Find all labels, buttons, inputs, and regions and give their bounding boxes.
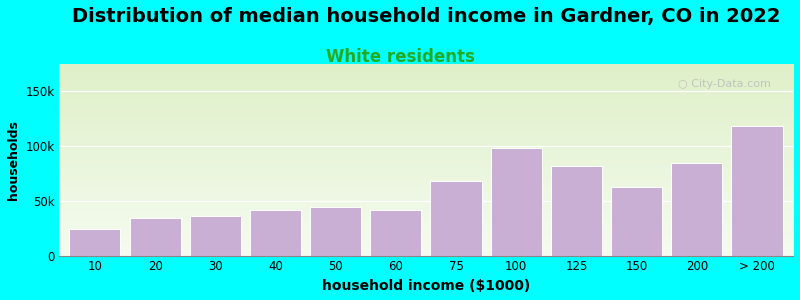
Text: ○ City-Data.com: ○ City-Data.com (678, 79, 771, 89)
Bar (190, 216, 241, 256)
Bar (130, 218, 181, 256)
X-axis label: household income ($1000): household income ($1000) (322, 279, 530, 293)
Bar (490, 148, 542, 256)
Bar (430, 182, 482, 256)
Bar (551, 166, 602, 256)
Bar (671, 163, 722, 256)
Bar (370, 210, 422, 256)
Bar (611, 187, 662, 256)
Bar (250, 210, 301, 256)
Bar (731, 126, 782, 256)
Text: White residents: White residents (326, 48, 474, 66)
Bar (70, 229, 121, 256)
Bar (310, 207, 362, 256)
Y-axis label: households: households (7, 120, 20, 200)
Title: Distribution of median household income in Gardner, CO in 2022: Distribution of median household income … (72, 7, 780, 26)
